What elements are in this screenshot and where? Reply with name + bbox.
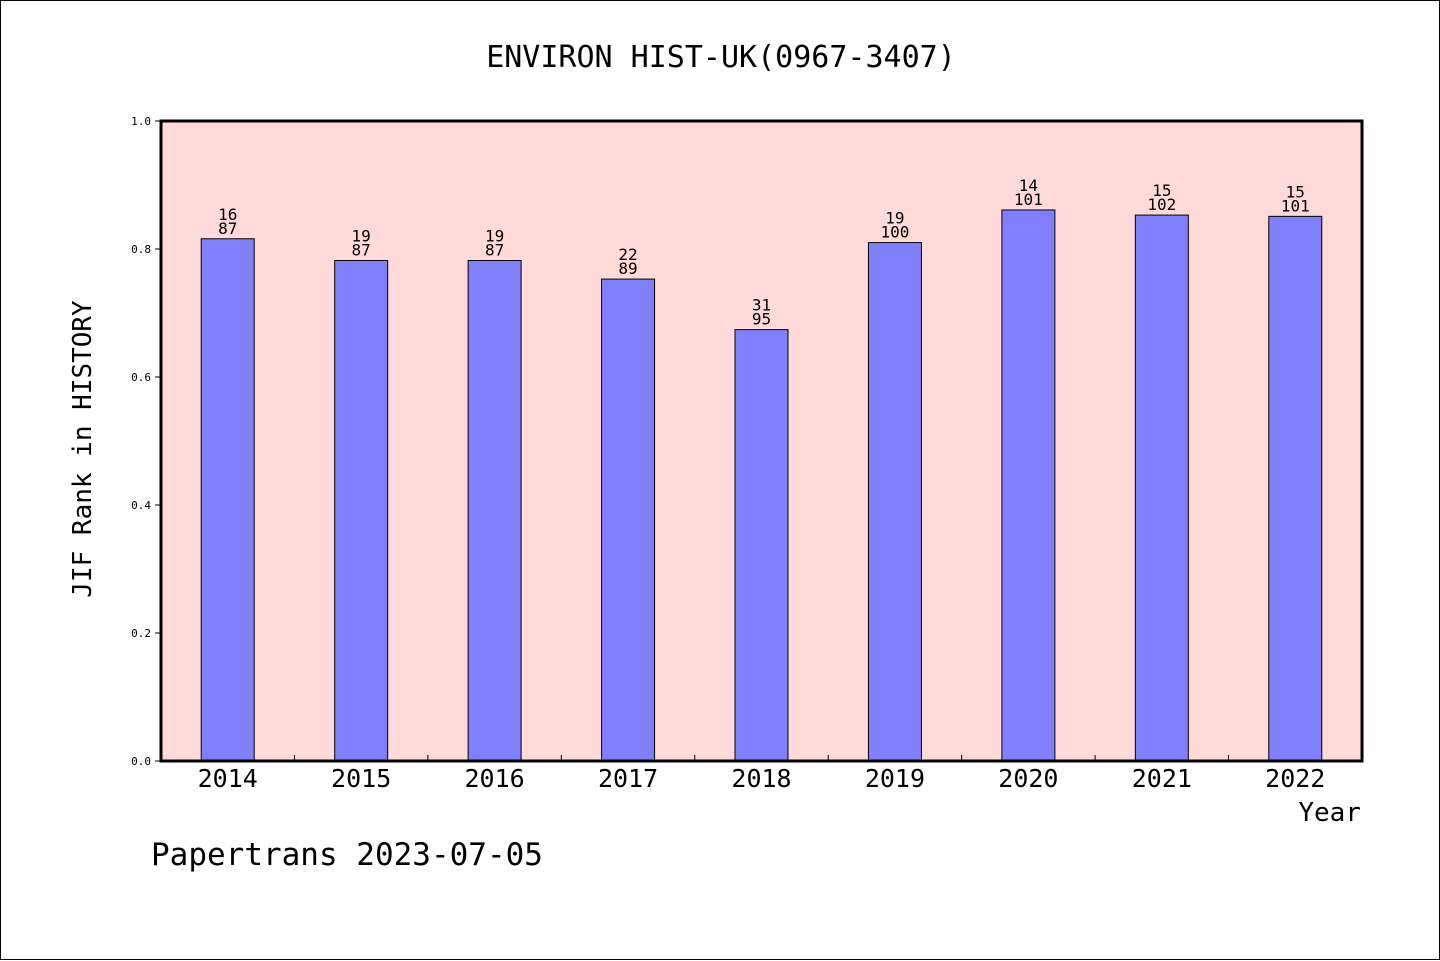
x-tick-label: 2018	[731, 764, 791, 793]
bar-total-label: 101	[1281, 196, 1310, 215]
x-tick-label: 2016	[465, 764, 525, 793]
bar-2020	[1001, 209, 1056, 762]
bar-rank-label: 22	[618, 245, 637, 264]
y-tick-label: 0.6	[131, 371, 151, 384]
bar-rank-label: 19	[885, 209, 904, 228]
bar-total-label: 102	[1147, 195, 1176, 214]
x-tick-label: 2019	[865, 764, 925, 793]
bar-rank-label: 19	[485, 227, 504, 246]
y-tick-label: 0.2	[131, 627, 151, 640]
x-tick-label: 2015	[331, 764, 391, 793]
bar-total-label: 89	[618, 259, 637, 278]
bar-2017	[601, 278, 656, 762]
bar-2015	[334, 260, 389, 762]
footer-credit: Papertrans 2023-07-05	[151, 837, 543, 873]
bar-2018	[734, 329, 789, 762]
x-tick-label: 2014	[198, 764, 258, 793]
x-axis-label: Year	[1298, 798, 1361, 828]
x-tick-label: 2017	[598, 764, 658, 793]
bar-rank-label: 31	[752, 296, 771, 315]
y-tick-label: 0.8	[131, 243, 151, 256]
y-axis-label: JIF Rank in HISTORY	[68, 300, 98, 598]
bar-rank-label: 15	[1286, 182, 1305, 201]
bar-total-label: 101	[1014, 190, 1043, 209]
y-axis: 0.0 0.2 0.4 0.6 0.8 1.0	[131, 115, 161, 768]
bar-total-label: 95	[752, 310, 771, 329]
chart-title: ENVIRON HIST-UK(0967-3407)	[486, 40, 956, 75]
bar-rank-label: 14	[1019, 176, 1038, 195]
bar-rank-label: 16	[218, 205, 237, 224]
bar-2014	[200, 238, 255, 762]
bar-2021	[1134, 214, 1189, 762]
x-axis: 2014 2015 2016 2017 2018 2019 2020 2021 2022	[198, 755, 1325, 793]
bar-2019	[867, 242, 922, 762]
y-tick-label: 1.0	[131, 115, 151, 128]
bar-total-label: 87	[485, 241, 504, 260]
bar-rank-label: 15	[1152, 181, 1171, 200]
plot-border	[159, 119, 1364, 763]
bar-rank-label: 19	[352, 227, 371, 246]
bar-total-label: 87	[218, 219, 237, 238]
bar-2016	[467, 260, 522, 762]
y-tick-label: 0.4	[131, 499, 151, 512]
x-tick-label: 2021	[1132, 764, 1192, 793]
bar-total-label: 87	[352, 241, 371, 260]
y-tick-label: 0.0	[131, 755, 151, 768]
x-tick-label: 2022	[1265, 764, 1325, 793]
bar-2022	[1268, 215, 1323, 762]
x-tick-label: 2020	[998, 764, 1058, 793]
bar-total-label: 100	[880, 223, 909, 242]
